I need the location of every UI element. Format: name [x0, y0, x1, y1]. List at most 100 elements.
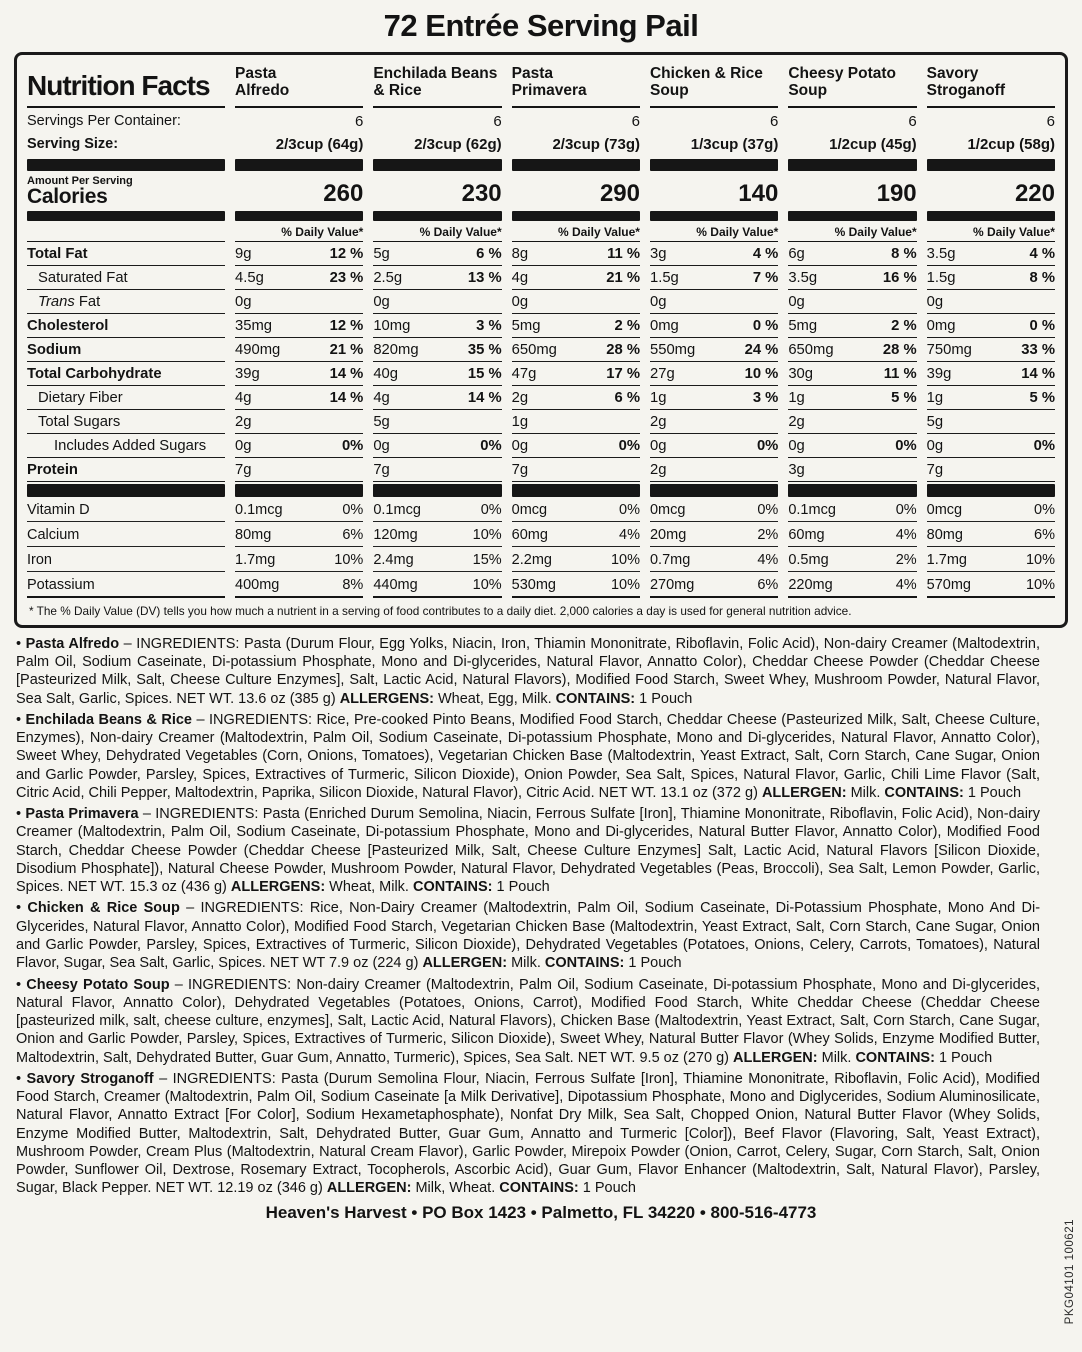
nutrient-daily-value: 21 %: [329, 341, 364, 358]
nutrient-amount: 3g: [649, 245, 667, 262]
vitamin-daily-value: 0%: [757, 501, 779, 518]
nutrient-label: Saturated Fat: [27, 266, 225, 290]
divider-bar: [27, 158, 225, 171]
vitamin-cell: 0.7mg 4%: [649, 547, 779, 572]
nutrient-amount: 7g: [373, 461, 390, 478]
nutrient-cell: 5g 6 %: [373, 242, 502, 266]
vitamin-amount: 440mg: [373, 576, 418, 593]
nutrient-daily-value: 23 %: [329, 269, 364, 286]
nutrient-daily-value: 7 %: [752, 269, 779, 286]
vitamin-daily-value: 15%: [472, 551, 502, 568]
nutrient-cell: 0g 0%: [926, 434, 1055, 458]
vitamin-daily-value: 0%: [1034, 501, 1055, 518]
allergen-value: Milk.: [507, 955, 545, 972]
nutrient-daily-value: 14 %: [329, 389, 364, 406]
nutrient-cell: 2g: [649, 458, 779, 482]
allergen-value: Milk, Wheat.: [411, 1180, 500, 1197]
divider-bar: [788, 158, 917, 171]
vitamin-cell: 80mg 6%: [235, 522, 364, 547]
ingredients-product-name: Savory Stroganoff: [26, 1070, 154, 1087]
nutrient-daily-value: 12 %: [329, 245, 364, 262]
nutrient-cell: 7g: [926, 458, 1055, 482]
nutrient-cell: 0mg 0 %: [649, 314, 779, 338]
nutrient-amount: 39g: [235, 365, 260, 382]
nutrient-daily-value: 0%: [1033, 437, 1055, 454]
nutrient-daily-value: 3 %: [476, 317, 502, 334]
nutrient-amount: 0g: [511, 437, 529, 454]
nutrient-amount: 30g: [788, 365, 814, 382]
nutrient-amount: 2g: [511, 389, 529, 406]
nutrient-daily-value: 2 %: [614, 317, 640, 334]
bullet-icon: •: [16, 976, 22, 993]
vitamin-amount: 2.2mg: [511, 551, 552, 568]
contains-label: CONTAINS:: [884, 784, 964, 801]
daily-value-header: % Daily Value*: [788, 221, 917, 242]
nutrient-amount: 0mg: [649, 317, 679, 334]
nutrient-amount: 5mg: [511, 317, 541, 334]
nutrient-label: Total Fat: [27, 242, 225, 266]
contains-value: 1 Pouch: [624, 955, 682, 972]
servings-value: 6: [493, 112, 502, 130]
nutrient-cell: 5mg 2 %: [788, 314, 917, 338]
nutrient-amount: 7g: [235, 461, 252, 478]
nutrient-cell: 4g 14 %: [235, 386, 364, 410]
calories-value: 190: [876, 179, 917, 207]
vitamin-amount: 80mg: [926, 526, 963, 543]
nutrient-cell: 3.5g 16 %: [788, 266, 917, 290]
vitamin-cell: 0mcg 0%: [649, 497, 779, 522]
nutrient-amount: 820mg: [373, 341, 419, 358]
vitamin-amount: 60mg: [788, 526, 825, 543]
nutrient-label: Sodium: [27, 338, 225, 362]
calories-label: Calories: [27, 184, 108, 208]
nutrient-amount: 6g: [788, 245, 805, 262]
servings-per-container-label: Servings Per Container:: [27, 112, 181, 129]
vitamin-amount: 220mg: [788, 576, 833, 593]
vitamin-daily-value: 4%: [757, 551, 779, 568]
nutrient-daily-value: 0 %: [752, 317, 779, 334]
ingredients-product-name: Cheesy Potato Soup: [26, 976, 170, 993]
nutrient-daily-value: 0%: [618, 437, 640, 454]
ingredients-paragraph: • Cheesy Potato Soup – INGREDIENTS: Non-…: [16, 976, 1040, 1067]
vitamin-daily-value: 10%: [1025, 551, 1055, 568]
vitamin-amount: 0mcg: [649, 501, 686, 518]
nutrient-cell: 3g 4 %: [649, 242, 779, 266]
nutrient-daily-value: 0%: [480, 437, 502, 454]
daily-value-header: % Daily Value*: [649, 221, 779, 242]
divider-bar: [511, 210, 640, 221]
vitamin-cell: 20mg 2%: [649, 522, 779, 547]
nutrient-cell: 39g 14 %: [235, 362, 364, 386]
ingredients-paragraph: • Pasta Primavera – INGREDIENTS: Pasta (…: [16, 805, 1040, 896]
nutrient-daily-value: 16 %: [882, 269, 917, 286]
vitamin-daily-value: 4%: [895, 526, 917, 543]
nutrient-cell: 0g: [235, 290, 364, 314]
servings-value: 6: [354, 112, 364, 130]
nutrient-cell: 0g 0%: [788, 434, 917, 458]
allergen-label: ALLERGEN:: [326, 1180, 412, 1197]
nutrient-daily-value: 28 %: [882, 341, 917, 358]
nutrient-amount: 0g: [373, 437, 390, 454]
nutrient-cell: 0g: [926, 290, 1055, 314]
nutrient-cell: 0g: [373, 290, 502, 314]
allergen-value: Milk.: [846, 784, 885, 801]
serving-size-value: 1/2cup (45g): [829, 135, 917, 153]
daily-value-header: % Daily Value*: [511, 221, 640, 242]
nutrient-cell: 30g 11 %: [788, 362, 917, 386]
vitamin-cell: 60mg 4%: [788, 522, 917, 547]
vitamin-cell: 0.5mg 2%: [788, 547, 917, 572]
nutrient-amount: 7g: [511, 461, 529, 478]
nutrient-amount: 4g: [373, 389, 390, 406]
nutrient-cell: 1g 3 %: [649, 386, 779, 410]
nutrient-amount: 0g: [373, 293, 390, 310]
nutrient-cell: 650mg 28 %: [511, 338, 640, 362]
calories-value: 140: [738, 179, 779, 207]
nutrient-amount: 0g: [788, 293, 805, 310]
vitamin-cell: 120mg 10%: [373, 522, 502, 547]
calories-label-block: Amount Per Serving Calories: [27, 171, 225, 209]
ingredients-text: – INGREDIENTS: Pasta (Durum Semolina Flo…: [16, 1070, 1041, 1197]
nutrient-amount: 35mg: [235, 317, 273, 334]
nutrient-daily-value: 5 %: [891, 389, 917, 406]
vitamin-daily-value: 2%: [757, 526, 779, 543]
divider-bar: [235, 210, 364, 221]
nutrition-label-page: 72 Entrée Serving Pail Nutrition Facts Pa…: [14, 8, 1076, 1324]
nutrient-cell: 2g: [649, 410, 779, 434]
